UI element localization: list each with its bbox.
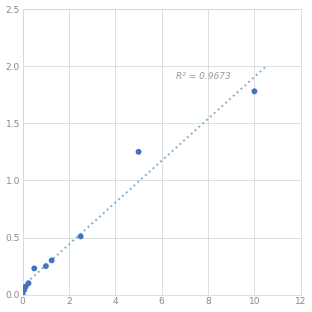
Point [23,284,28,289]
Point [78,234,83,239]
Point [136,149,141,154]
Text: R² = 0.9673: R² = 0.9673 [176,72,230,81]
Point [252,89,257,94]
Point [22,288,27,293]
Point [43,264,48,269]
Point [49,258,54,263]
Point [26,281,31,286]
Point [32,266,37,271]
Point [20,292,25,297]
